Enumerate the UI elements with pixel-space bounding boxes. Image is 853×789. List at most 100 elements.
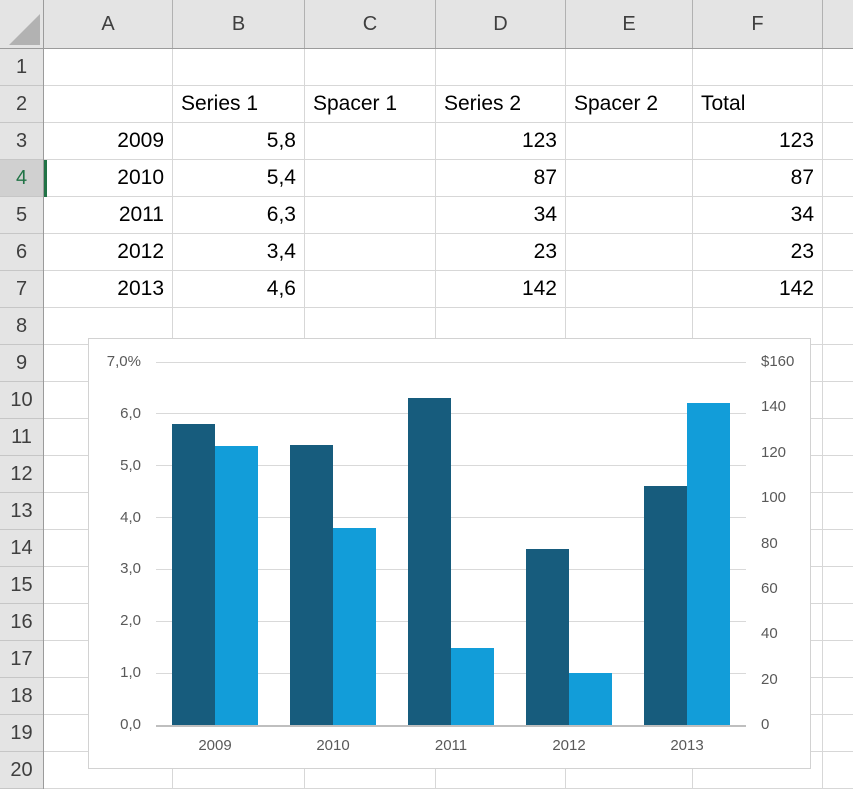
- cell-G5[interactable]: [823, 197, 853, 234]
- cell-F3[interactable]: 123: [693, 123, 823, 160]
- row-header-1[interactable]: 1: [0, 49, 43, 86]
- bar-series-1-2009[interactable]: [172, 424, 215, 725]
- cell-E2[interactable]: Spacer 2: [566, 86, 693, 123]
- cell-G16[interactable]: [823, 604, 853, 641]
- row-header-17[interactable]: 17: [0, 641, 43, 678]
- cell-C1[interactable]: [305, 49, 436, 86]
- cell-A5[interactable]: 2011: [44, 197, 173, 234]
- row-header-18[interactable]: 18: [0, 678, 43, 715]
- cell-A4[interactable]: 2010: [44, 160, 173, 197]
- cell-E4[interactable]: [566, 160, 693, 197]
- cell-G10[interactable]: [823, 382, 853, 419]
- cell-B3[interactable]: 5,8: [173, 123, 305, 160]
- cell-F4[interactable]: 87: [693, 160, 823, 197]
- column-header-C[interactable]: C: [305, 0, 436, 48]
- cell-D6[interactable]: 23: [436, 234, 566, 271]
- cell-B4[interactable]: 5,4: [173, 160, 305, 197]
- cell-G3[interactable]: [823, 123, 853, 160]
- bar-series-2-2009[interactable]: [215, 445, 258, 725]
- row-header-16[interactable]: 16: [0, 604, 43, 641]
- bar-series-1-2012[interactable]: [526, 548, 569, 725]
- cell-E7[interactable]: [566, 271, 693, 308]
- row-header-2[interactable]: 2: [0, 86, 43, 123]
- row-header-11[interactable]: 11: [0, 419, 43, 456]
- cell-G15[interactable]: [823, 567, 853, 604]
- cell-C5[interactable]: [305, 197, 436, 234]
- bar-series-2-2012[interactable]: [569, 672, 612, 725]
- row-header-15[interactable]: 15: [0, 567, 43, 604]
- row-header-5[interactable]: 5: [0, 197, 43, 234]
- cell-F2[interactable]: Total: [693, 86, 823, 123]
- bar-series-2-2011[interactable]: [451, 647, 494, 725]
- cell-E5[interactable]: [566, 197, 693, 234]
- cell-B2[interactable]: Series 1: [173, 86, 305, 123]
- cell-A1[interactable]: [44, 49, 173, 86]
- cell-B7[interactable]: 4,6: [173, 271, 305, 308]
- row-header-4[interactable]: 4: [0, 160, 43, 197]
- column-header-A[interactable]: A: [44, 0, 173, 48]
- bar-series-2-2013[interactable]: [687, 402, 730, 725]
- cell-C7[interactable]: [305, 271, 436, 308]
- cell-G11[interactable]: [823, 419, 853, 456]
- cell-E3[interactable]: [566, 123, 693, 160]
- cell-D7[interactable]: 142: [436, 271, 566, 308]
- cell-G12[interactable]: [823, 456, 853, 493]
- cell-E6[interactable]: [566, 234, 693, 271]
- column-header-E[interactable]: E: [566, 0, 693, 48]
- cell-C3[interactable]: [305, 123, 436, 160]
- cell-G2[interactable]: [823, 86, 853, 123]
- column-header-F[interactable]: F: [693, 0, 823, 48]
- cell-B1[interactable]: [173, 49, 305, 86]
- cell-D5[interactable]: 34: [436, 197, 566, 234]
- cell-G20[interactable]: [823, 752, 853, 789]
- row-header-12[interactable]: 12: [0, 456, 43, 493]
- cell-G19[interactable]: [823, 715, 853, 752]
- cell-F6[interactable]: 23: [693, 234, 823, 271]
- column-header-D[interactable]: D: [436, 0, 566, 48]
- cell-C6[interactable]: [305, 234, 436, 271]
- chart[interactable]: 7,0% 6,0 5,0 4,0 3,0 2,0 1,0 0,0 $160 140 120 100 80…: [88, 338, 811, 769]
- column-header-partial[interactable]: [823, 0, 853, 48]
- cell-D3[interactable]: 123: [436, 123, 566, 160]
- cell-G6[interactable]: [823, 234, 853, 271]
- cell-B5[interactable]: 6,3: [173, 197, 305, 234]
- cell-A7[interactable]: 2013: [44, 271, 173, 308]
- cell-G7[interactable]: [823, 271, 853, 308]
- cell-B6[interactable]: 3,4: [173, 234, 305, 271]
- cell-G13[interactable]: [823, 493, 853, 530]
- row-header-14[interactable]: 14: [0, 530, 43, 567]
- cell-F7[interactable]: 142: [693, 271, 823, 308]
- cell-C2[interactable]: Spacer 1: [305, 86, 436, 123]
- cell-E1[interactable]: [566, 49, 693, 86]
- row-header-3[interactable]: 3: [0, 123, 43, 160]
- cell-A3[interactable]: 2009: [44, 123, 173, 160]
- column-header-B[interactable]: B: [173, 0, 305, 48]
- row-header-6[interactable]: 6: [0, 234, 43, 271]
- cell-G18[interactable]: [823, 678, 853, 715]
- row-header-10[interactable]: 10: [0, 382, 43, 419]
- row-header-20[interactable]: 20: [0, 752, 43, 789]
- bar-series-1-2013[interactable]: [644, 486, 687, 725]
- cell-G1[interactable]: [823, 49, 853, 86]
- cell-G14[interactable]: [823, 530, 853, 567]
- cell-G8[interactable]: [823, 308, 853, 345]
- cell-G9[interactable]: [823, 345, 853, 382]
- cell-A6[interactable]: 2012: [44, 234, 173, 271]
- bar-series-1-2011[interactable]: [408, 398, 451, 725]
- cell-G17[interactable]: [823, 641, 853, 678]
- cell-D2[interactable]: Series 2: [436, 86, 566, 123]
- row-header-13[interactable]: 13: [0, 493, 43, 530]
- cell-D4[interactable]: 87: [436, 160, 566, 197]
- cell-C4[interactable]: [305, 160, 436, 197]
- cell-A2[interactable]: [44, 86, 173, 123]
- cell-G4[interactable]: [823, 160, 853, 197]
- row-header-19[interactable]: 19: [0, 715, 43, 752]
- cell-F1[interactable]: [693, 49, 823, 86]
- row-header-8[interactable]: 8: [0, 308, 43, 345]
- row-header-7[interactable]: 7: [0, 271, 43, 308]
- select-all-corner[interactable]: [0, 0, 44, 49]
- bar-series-2-2010[interactable]: [333, 527, 376, 725]
- cell-F5[interactable]: 34: [693, 197, 823, 234]
- row-header-9[interactable]: 9: [0, 345, 43, 382]
- cell-D1[interactable]: [436, 49, 566, 86]
